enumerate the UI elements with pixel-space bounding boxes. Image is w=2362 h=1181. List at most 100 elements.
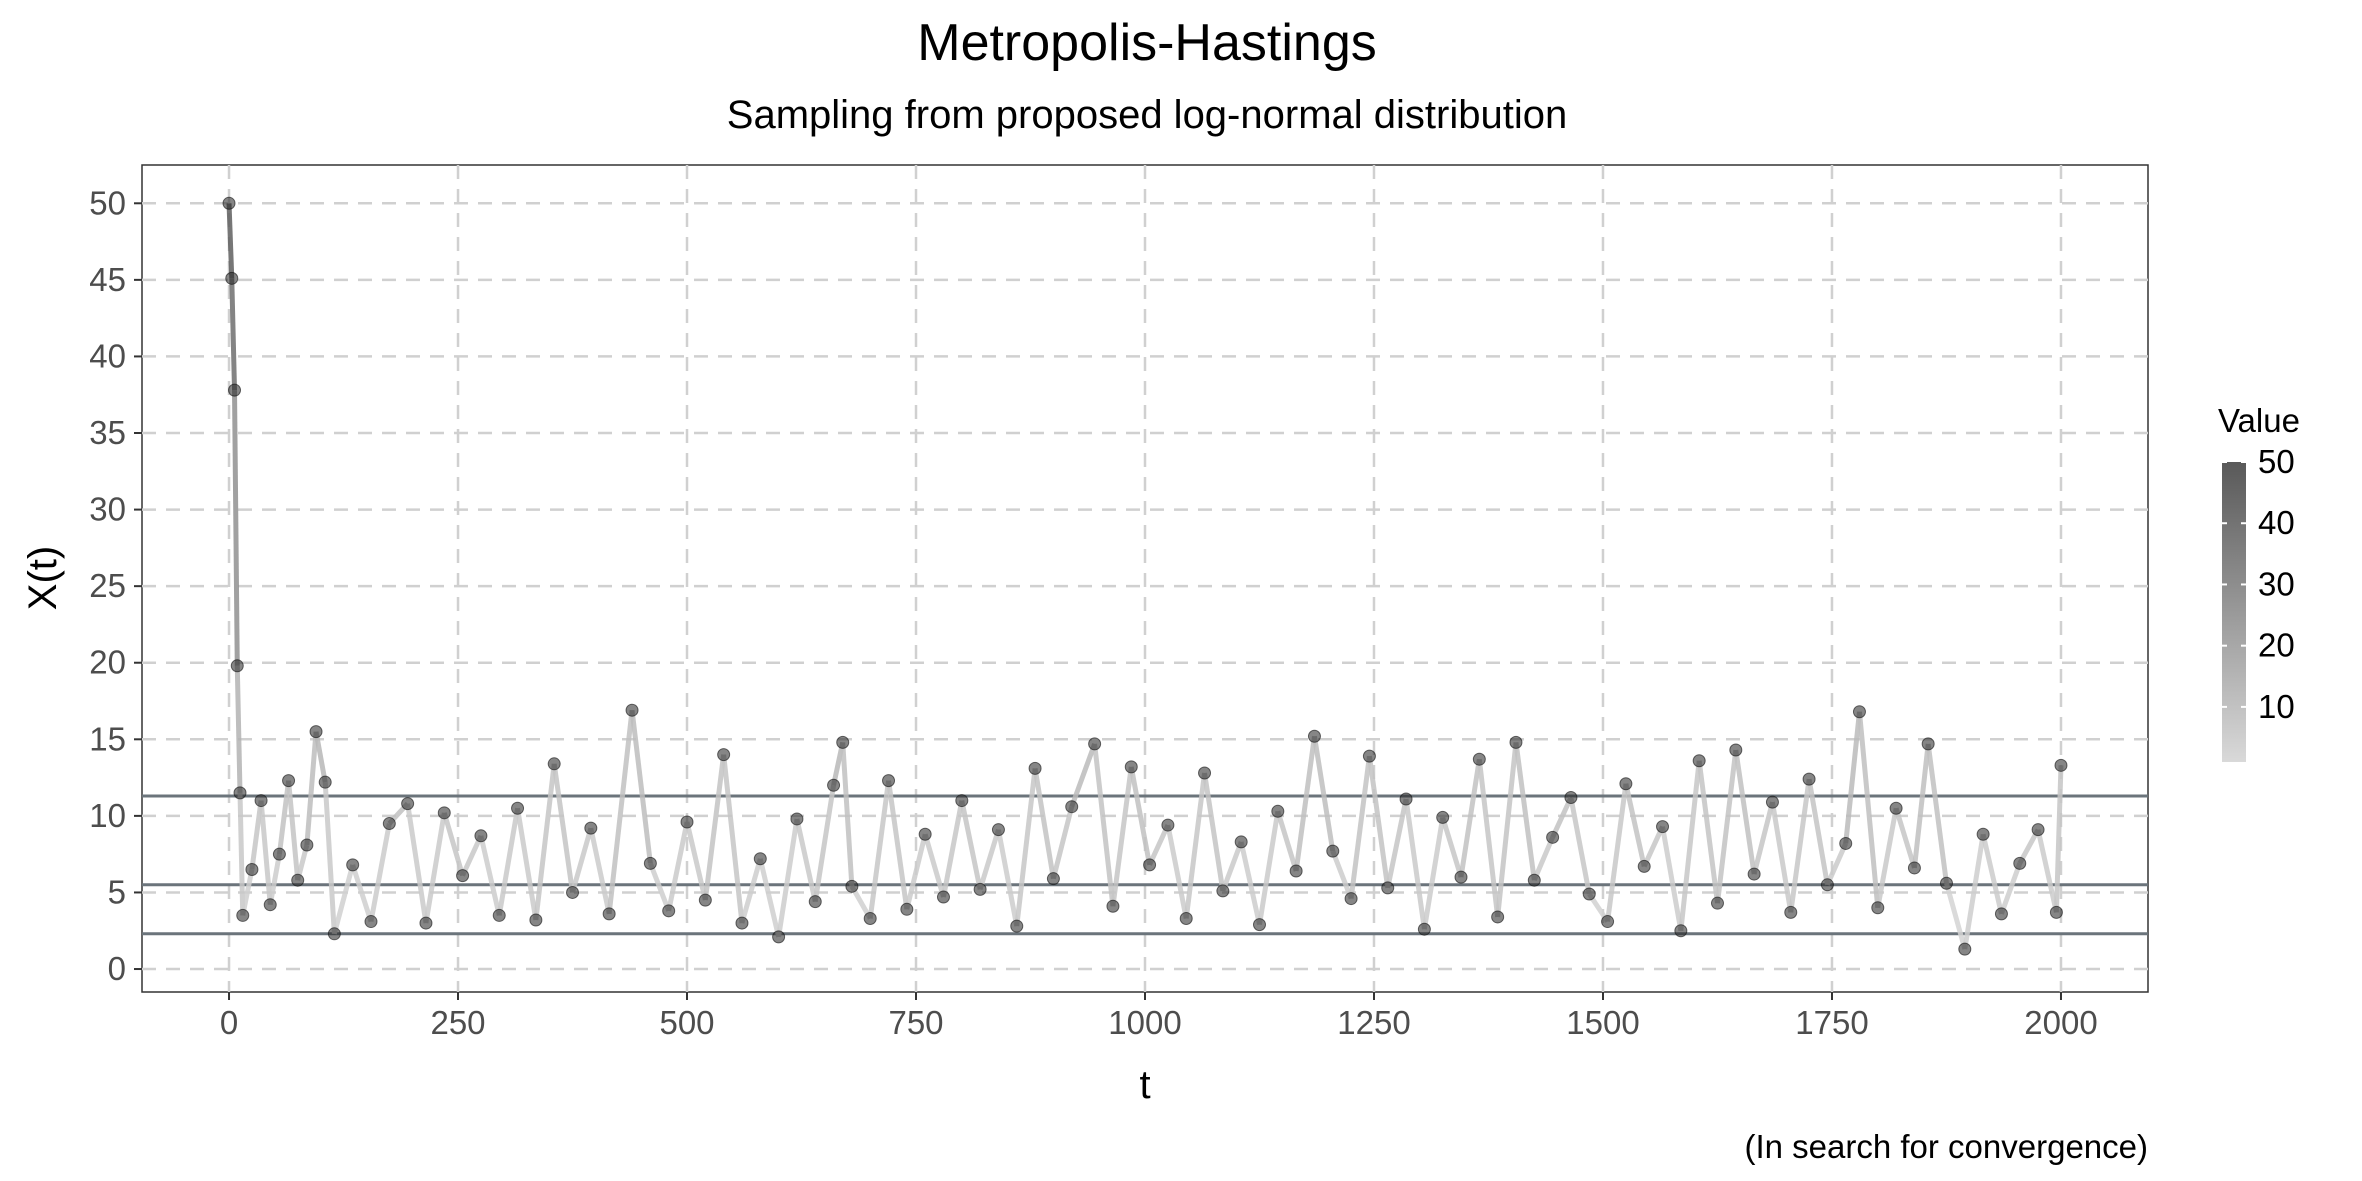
sample-point <box>1252 918 1266 932</box>
sample-point <box>291 873 305 887</box>
sample-point <box>845 879 859 893</box>
trace-segment <box>840 742 855 887</box>
sample-point <box>263 898 277 912</box>
sample-point <box>547 757 561 771</box>
trace-segment <box>240 868 255 916</box>
trace-segment <box>721 754 745 924</box>
trace-segment <box>229 278 238 391</box>
sample-point <box>1692 754 1706 768</box>
sample-point <box>1046 872 1060 886</box>
sample-point <box>1564 791 1578 805</box>
sample-point <box>233 786 247 800</box>
trace-segment <box>1147 824 1171 866</box>
legend-break-label: 50 <box>2258 443 2295 480</box>
trace-segment <box>1660 826 1684 932</box>
trace-segment <box>1962 833 1986 950</box>
sample-point <box>492 908 506 922</box>
sample-point <box>1820 878 1834 892</box>
trace-segment <box>1641 825 1665 868</box>
legend: Value 10 20 30 40 50 <box>2218 402 2300 762</box>
sample-point <box>1271 804 1285 818</box>
x-tick-label: 0 <box>220 1004 238 1041</box>
trace-segment <box>423 812 447 924</box>
sample-point <box>1871 901 1885 915</box>
sample-point <box>364 915 378 929</box>
trace-segment <box>570 827 594 894</box>
trace-segment <box>776 818 800 938</box>
trace-segment <box>1513 742 1537 881</box>
legend-break-label: 30 <box>2258 565 2295 602</box>
y-tick-label: 35 <box>89 414 126 451</box>
trace-segment <box>1550 796 1574 839</box>
y-tick-label: 10 <box>89 797 126 834</box>
trace-segment <box>666 821 690 912</box>
sample-point <box>882 774 896 788</box>
sample-point <box>2013 856 2027 870</box>
sample-point <box>309 725 323 739</box>
sample-point <box>827 778 841 792</box>
sample-point <box>1010 919 1024 933</box>
sample-point <box>228 383 242 397</box>
sample-point <box>991 823 1005 837</box>
sample-point <box>808 895 822 909</box>
trace-segment <box>1925 743 1949 884</box>
trace-segment <box>1069 743 1097 808</box>
sample-point <box>1198 766 1212 780</box>
y-tick-label: 40 <box>89 337 126 374</box>
trace-segment <box>1220 841 1244 892</box>
legend-colorbar <box>2222 462 2246 762</box>
sample-point <box>1976 827 1990 841</box>
sample-point <box>1889 801 1903 815</box>
trace-segment <box>1843 711 1862 844</box>
trace-segment <box>267 853 282 906</box>
chart-subtitle: Sampling from proposed log-normal distri… <box>727 93 1567 137</box>
trace-segment <box>1293 735 1317 872</box>
trace-segment <box>977 828 1001 891</box>
trace-segment <box>1366 755 1391 889</box>
sample-point <box>1674 924 1688 938</box>
sample-point <box>346 858 360 872</box>
chart-title: Metropolis-Hastings <box>917 14 1377 72</box>
trace-segment <box>533 763 557 921</box>
sample-point <box>1509 735 1523 749</box>
x-tick-label: 750 <box>888 1004 943 1041</box>
grid-lines <box>142 165 2148 992</box>
trace-segment <box>304 731 319 846</box>
trace-segment <box>1257 810 1281 926</box>
sample-point <box>863 911 877 925</box>
trace-segment <box>2035 829 2059 913</box>
y-axis-ticks: 0 5 10 15 20 25 30 35 40 45 50 <box>89 184 142 987</box>
trace-segment <box>1944 882 1968 950</box>
sample-point <box>1994 907 2008 921</box>
trace-segment <box>702 754 727 901</box>
trace-segment <box>1440 816 1464 878</box>
trace-segment <box>1893 807 1917 869</box>
sample-point <box>1362 749 1376 763</box>
trace-segment <box>1806 778 1830 886</box>
x-tick-label: 1000 <box>1108 1004 1181 1041</box>
sample-point <box>1637 859 1651 873</box>
sample-point <box>900 902 914 916</box>
sample-point <box>1028 761 1042 775</box>
sample-point <box>225 271 239 285</box>
trace-segment <box>1715 749 1739 904</box>
trace-segment <box>629 709 653 864</box>
sample-point <box>602 907 616 921</box>
trace-segment <box>588 827 612 915</box>
sample-point <box>584 821 598 835</box>
trace-segment <box>886 780 910 910</box>
sample-point <box>2031 823 2045 837</box>
legend-break-label: 40 <box>2258 504 2295 541</box>
sample-point <box>1399 792 1413 806</box>
sample-point <box>643 856 657 870</box>
y-tick-label: 20 <box>89 644 126 681</box>
trace-segment <box>234 665 243 793</box>
trace-segment <box>757 858 782 938</box>
trace-segment <box>684 821 708 901</box>
sample-point <box>1784 905 1798 919</box>
sample-point <box>1907 861 1921 875</box>
trace-segment <box>959 800 983 890</box>
trace-segment <box>1678 760 1702 932</box>
x-tick-label: 1250 <box>1337 1004 1410 1041</box>
